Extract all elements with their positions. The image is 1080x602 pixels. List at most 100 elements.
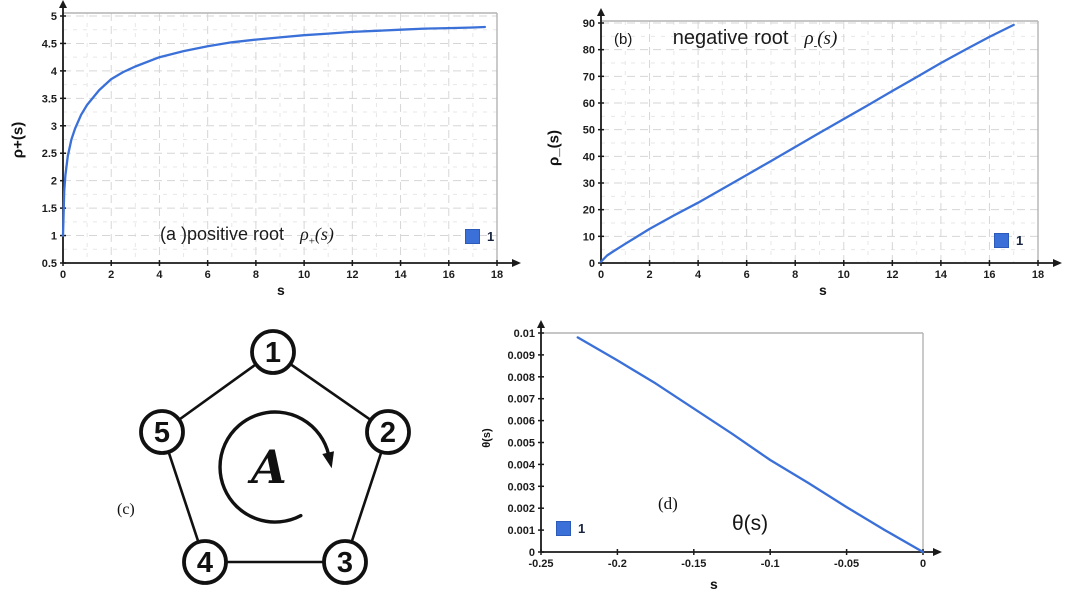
x-tick-label: -0.25 [528, 558, 553, 570]
x-axis-arrow-icon [1053, 259, 1062, 267]
caption-b-math: ρ-(s) [804, 28, 838, 52]
chart-a-plot: 0 2 4 6 8 10 12 14 16 18 0.5 1 1.5 2 2.5 3 3.5 4 4.5 5 [42, 0, 521, 281]
x-tick-label: 2 [646, 269, 652, 281]
series-line [599, 23, 1015, 263]
caption-d-text: θ(s) [732, 512, 769, 535]
y-tick-label: 0.5 [42, 258, 57, 270]
panel-c-pentagon-diagram: A 1 2 3 4 5 (c) [95, 315, 485, 602]
x-tick-label: 10 [298, 269, 310, 281]
y-tick-label: 90 [583, 18, 595, 30]
legend-swatch-icon [556, 521, 571, 536]
x-tick-label: 8 [253, 269, 259, 281]
x-tick-label: 16 [983, 269, 995, 281]
x-axis-label-d: s [710, 576, 718, 592]
caption-c-tag: (c) [117, 501, 135, 518]
x-tick-label: 10 [838, 269, 850, 281]
x-tick-label: 16 [443, 269, 455, 281]
series-line [61, 25, 487, 237]
x-tick-label: 12 [346, 269, 358, 281]
rho-symbol: ρ [300, 224, 309, 244]
x-tick-label: -0.1 [761, 558, 780, 570]
y-tick-label: 0.004 [507, 459, 535, 471]
y-axis-arrow-icon [537, 320, 545, 328]
x-tick-label: 0 [60, 269, 66, 281]
y-tick-label: 1 [51, 231, 57, 243]
x-tick-label: 4 [695, 269, 702, 281]
x-tick-label: 6 [744, 269, 750, 281]
y-tick-label: 0.01 [514, 328, 535, 340]
y-tick-label: 30 [583, 178, 595, 190]
x-tick-label: 6 [205, 269, 211, 281]
x-tick-label: 14 [935, 269, 948, 281]
x-axis-label-a: s [277, 282, 285, 298]
y-axis-label-a: ρ+(s) [9, 121, 27, 159]
x-tick-label: -0.2 [608, 558, 627, 570]
y-tick-label: 2.5 [42, 148, 57, 160]
caption-d-tag: (d) [658, 494, 678, 513]
x-tick-label: 0 [920, 558, 926, 570]
y-tick-label: 80 [583, 45, 595, 57]
y-tick-label: 0.006 [507, 416, 535, 428]
pentagon-edge [272, 350, 389, 434]
caption-a-text: (a )positive root [160, 224, 285, 244]
legend-label-a: 1 [487, 229, 495, 244]
x-tick-label: -0.05 [834, 558, 859, 570]
y-tick-label: 0.001 [507, 525, 535, 537]
pentagon-node [322, 539, 368, 585]
panel-b-negative-root: 0 2 4 6 8 10 12 14 16 18 0 10 20 30 40 50 60 70 80 90 ρ_(s)… [540, 0, 1080, 305]
pentagon-node-label: 5 [154, 417, 170, 449]
pentagon-graph: A 1 2 3 4 5 [139, 329, 411, 585]
x-axis-arrow-icon [933, 548, 942, 556]
y-axis-arrow-icon [59, 0, 67, 8]
pentagon-node [182, 539, 228, 585]
y-tick-label: 1.5 [42, 203, 57, 215]
y-tick-label: 70 [583, 71, 595, 83]
plus-subscript: + [308, 235, 315, 248]
argument-s: (s) [314, 224, 334, 244]
y-tick-label: 2 [51, 176, 57, 188]
x-tick-label: -0.15 [681, 558, 706, 570]
x-tick-label: 2 [108, 269, 114, 281]
legend-d: 1 [556, 521, 585, 536]
y-tick-label: 0 [589, 258, 595, 270]
y-tick-label: 10 [583, 231, 595, 243]
y-tick-label: 40 [583, 151, 595, 163]
y-tick-label: 0.003 [507, 481, 535, 493]
pentagon-node-label: 2 [380, 417, 396, 449]
y-tick-label: 0.002 [507, 503, 535, 515]
y-tick-label: 4 [51, 66, 58, 78]
x-axis-arrow-icon [512, 259, 521, 267]
legend-a: 1 [465, 229, 494, 244]
caption-b-text: negative root [672, 27, 789, 49]
series-line [576, 336, 925, 554]
y-tick-label: 0.005 [507, 438, 535, 450]
pentagon-node-label: 1 [265, 337, 281, 369]
y-tick-label: 0.008 [507, 372, 535, 384]
y-tick-label: 0 [529, 547, 535, 559]
x-tick-label: 18 [491, 269, 503, 281]
y-tick-label: 60 [583, 98, 595, 110]
panel-a-positive-root: 0 2 4 6 8 10 12 14 16 18 0.5 1 1.5 2 2.5 3 3.5 4 4.5 5 ρ+(s… [0, 0, 540, 305]
legend-label-d: 1 [578, 521, 586, 536]
chart-b-plot: 0 2 4 6 8 10 12 14 16 18 0 10 20 30 40 50 60 70 80 90 [583, 8, 1062, 281]
script-a-symbol: A [247, 440, 287, 494]
y-tick-label: 3 [51, 121, 57, 133]
argument-s: (s) [817, 28, 838, 49]
rotation-arrow-arc [218, 410, 331, 524]
x-tick-label: 4 [156, 269, 163, 281]
pentagon-node [139, 409, 185, 455]
chart-d-plot: -0.25 -0.2 -0.15 -0.1 -0.05 0 0 0.001 0.002 0.003… [507, 320, 942, 570]
pentagon-node [365, 409, 411, 455]
caption-a-math: ρ+(s) [300, 224, 334, 248]
y-axis-arrow-icon [597, 8, 605, 16]
y-tick-label: 3.5 [42, 93, 57, 105]
pentagon-node-label: 4 [197, 547, 213, 579]
panel-d-theta: -0.25 -0.2 -0.15 -0.1 -0.05 0 0 0.001 0.002 0.003… [470, 318, 970, 602]
y-tick-label: 50 [583, 125, 595, 137]
y-tick-label: 20 [583, 205, 595, 217]
y-tick-label: 0.007 [507, 394, 535, 406]
legend-b: 1 [994, 233, 1023, 248]
y-tick-label: 4.5 [42, 38, 57, 50]
pentagon-node-label: 3 [337, 547, 353, 579]
